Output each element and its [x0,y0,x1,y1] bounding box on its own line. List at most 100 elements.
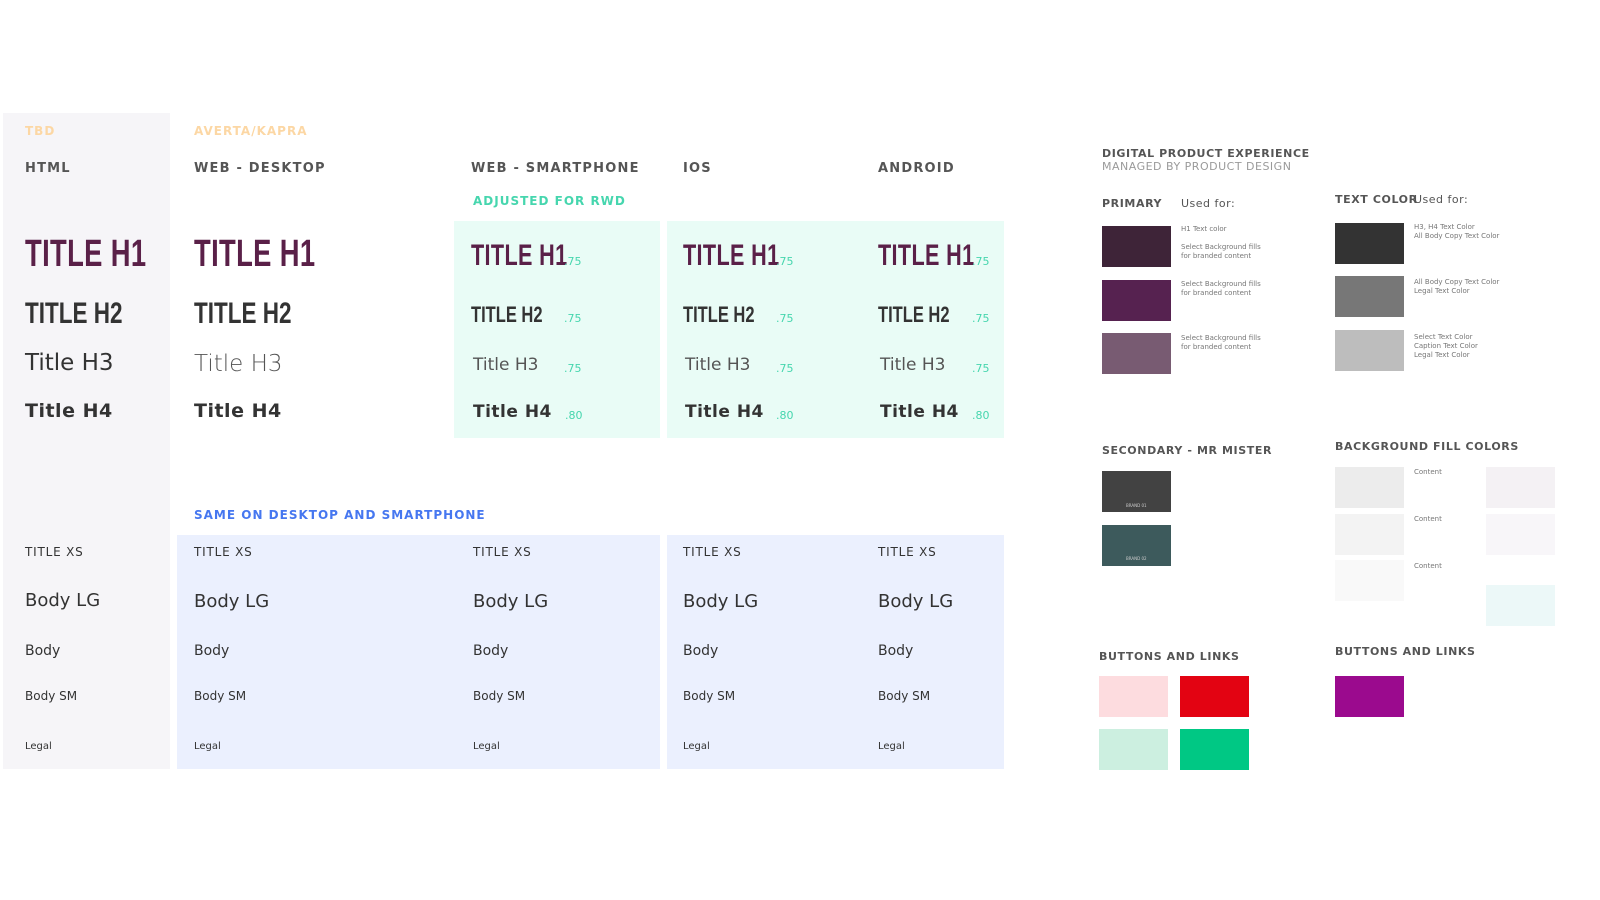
desktop-legal: Legal [194,741,221,752]
averta-kapra-label: AVERTA/KAPRA [194,124,308,138]
ios-h4-scale: .80 [776,409,794,422]
ios-title-h2: TITLE H2 [683,302,755,327]
text-swatch-2 [1335,276,1404,317]
button-swatch-mint [1099,729,1168,770]
text-swatch-1 [1335,223,1404,264]
smartphone-h1-scale: .75 [564,255,582,268]
brand-01-label: BRAND 01 [1126,503,1147,508]
button-swatch-pink [1099,676,1168,717]
bg-fill-swatch-2 [1335,514,1404,555]
adjusted-for-rwd-label: ADJUSTED FOR RWD [473,194,626,208]
smartphone-title-xs: TITLE XS [473,545,532,559]
bg-fill-swatch-6 [1486,585,1555,626]
text-color-used-for: Used for: [1414,193,1469,206]
dpe-subheading: MANAGED BY PRODUCT DESIGN [1102,160,1292,173]
html-column-panel [3,113,170,769]
background-fill-label: BACKGROUND FILL COLORS [1335,440,1519,453]
ios-h3-scale: .75 [776,362,794,375]
ios-title-h4: Title H4 [685,402,764,422]
android-title-h4: Title H4 [880,402,959,422]
bg-fill-swatch-5 [1486,514,1555,555]
smartphone-legal: Legal [473,741,500,752]
android-body: Body [878,643,914,659]
tbd-label: TBD [25,124,56,138]
native-adjusted-panel [667,221,1004,438]
smartphone-adjusted-panel [454,221,660,438]
android-h3-scale: .75 [972,362,990,375]
button-swatch-purple [1335,676,1404,717]
buttons-links-label-2: BUTTONS AND LINKS [1335,645,1476,658]
primary-note-1: H1 Text color Select Background fills fo… [1181,225,1261,260]
column-header-html: HTML [25,161,71,176]
dpe-heading: DIGITAL PRODUCT EXPERIENCE [1102,147,1310,160]
ios-title-h3: Title H3 [685,355,751,375]
text-note-1: H3, H4 Text Color All Body Copy Text Col… [1414,223,1500,240]
html-body: Body [25,643,61,659]
primary-note-3: Select Background fills for branded cont… [1181,334,1261,351]
ios-body: Body [683,643,719,659]
smartphone-title-h3: Title H3 [473,355,539,375]
text-note-2: All Body Copy Text Color Legal Text Colo… [1414,278,1500,295]
bg-fill-content-3: Content [1414,562,1442,570]
ios-title-h1: TITLE H1 [683,239,780,272]
android-h1-scale: .75 [972,255,990,268]
secondary-swatch-2: BRAND 02 [1102,525,1171,566]
smartphone-title-h1: TITLE H1 [471,239,568,272]
primary-swatch-1 [1102,226,1171,267]
smartphone-body-lg: Body LG [473,591,549,612]
primary-label: PRIMARY [1102,197,1163,210]
html-body-sm: Body SM [25,689,78,703]
android-title-h3: Title H3 [880,355,946,375]
primary-note-2: Select Background fills for branded cont… [1181,280,1261,297]
html-title-h2: TITLE H2 [25,297,123,330]
ios-h1-scale: .75 [776,255,794,268]
android-h4-scale: .80 [972,409,990,422]
desktop-title-h1: TITLE H1 [194,233,316,275]
html-body-lg: Body LG [25,590,101,611]
android-title-xs: TITLE XS [878,545,937,559]
smartphone-h4-scale: .80 [565,409,583,422]
column-header-web-desktop: WEB - DESKTOP [194,161,326,176]
android-body-sm: Body SM [878,689,931,703]
same-on-desktop-label: SAME ON DESKTOP AND SMARTPHONE [194,508,486,522]
bg-fill-content-2: Content [1414,515,1442,523]
desktop-title-h3: Title H3 [194,351,283,377]
desktop-title-xs: TITLE XS [194,545,253,559]
smartphone-title-h2: TITLE H2 [471,302,543,327]
html-legal: Legal [25,741,52,752]
ios-body-lg: Body LG [683,591,759,612]
html-title-xs: TITLE XS [25,545,84,559]
button-swatch-red [1180,676,1249,717]
html-title-h3: Title H3 [25,350,114,376]
primary-used-for: Used for: [1181,197,1236,210]
web-body-panel [177,535,660,769]
bg-fill-swatch-1 [1335,467,1404,508]
secondary-swatch-1: BRAND 01 [1102,471,1171,512]
column-header-android: ANDROID [878,161,955,176]
html-title-h1: TITLE H1 [25,233,147,275]
buttons-links-label-1: BUTTONS AND LINKS [1099,650,1240,663]
desktop-title-h2: TITLE H2 [194,297,292,330]
smartphone-h2-scale: .75 [564,312,582,325]
brand-02-label: BRAND 02 [1126,556,1147,561]
smartphone-body: Body [473,643,509,659]
text-color-label: TEXT COLOR [1335,193,1418,206]
desktop-body: Body [194,643,230,659]
android-title-h2: TITLE H2 [878,302,950,327]
android-h2-scale: .75 [972,312,990,325]
button-swatch-green [1180,729,1249,770]
smartphone-title-h4: Title H4 [473,402,552,422]
smartphone-h3-scale: .75 [564,362,582,375]
ios-body-sm: Body SM [683,689,736,703]
android-body-lg: Body LG [878,591,954,612]
text-swatch-3 [1335,330,1404,371]
desktop-body-sm: Body SM [194,689,247,703]
html-title-h4: Title H4 [25,400,113,422]
column-header-web-smartphone: WEB - SMARTPHONE [471,161,640,176]
bg-fill-swatch-4 [1486,467,1555,508]
android-legal: Legal [878,741,905,752]
ios-legal: Legal [683,741,710,752]
desktop-title-h4: Title H4 [194,400,282,422]
android-title-h1: TITLE H1 [878,239,975,272]
text-note-3: Select Text Color Caption Text Color Leg… [1414,333,1478,359]
